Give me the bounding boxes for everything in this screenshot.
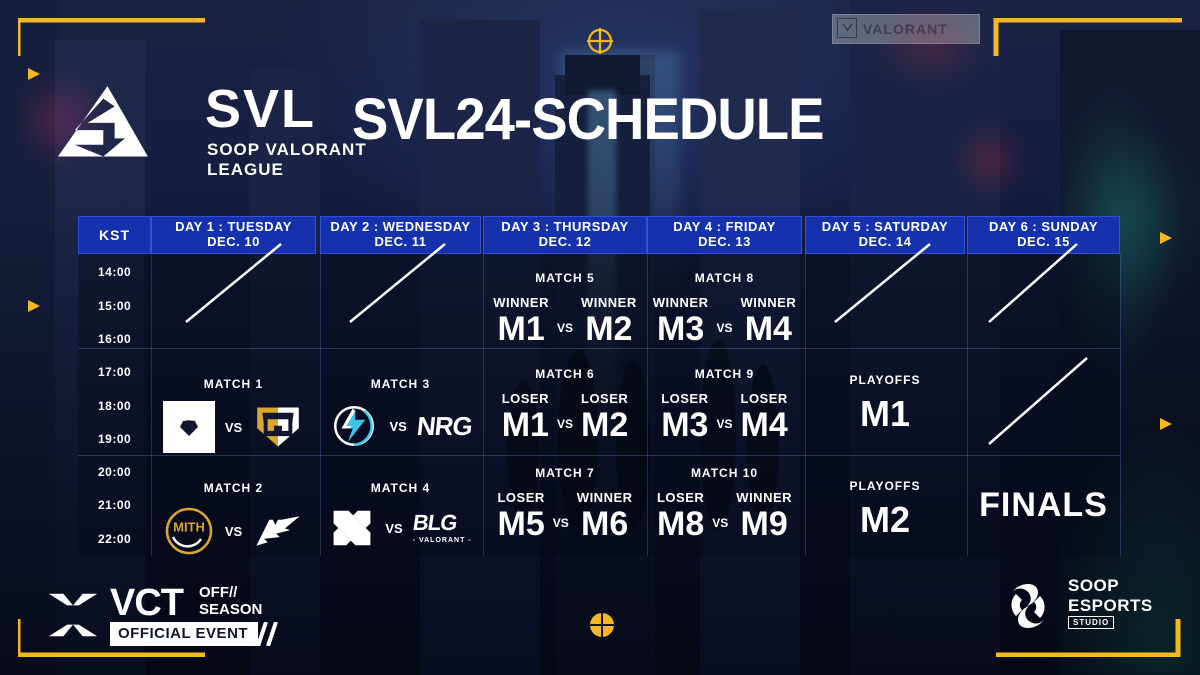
svg-text:MITH: MITH: [173, 520, 205, 535]
